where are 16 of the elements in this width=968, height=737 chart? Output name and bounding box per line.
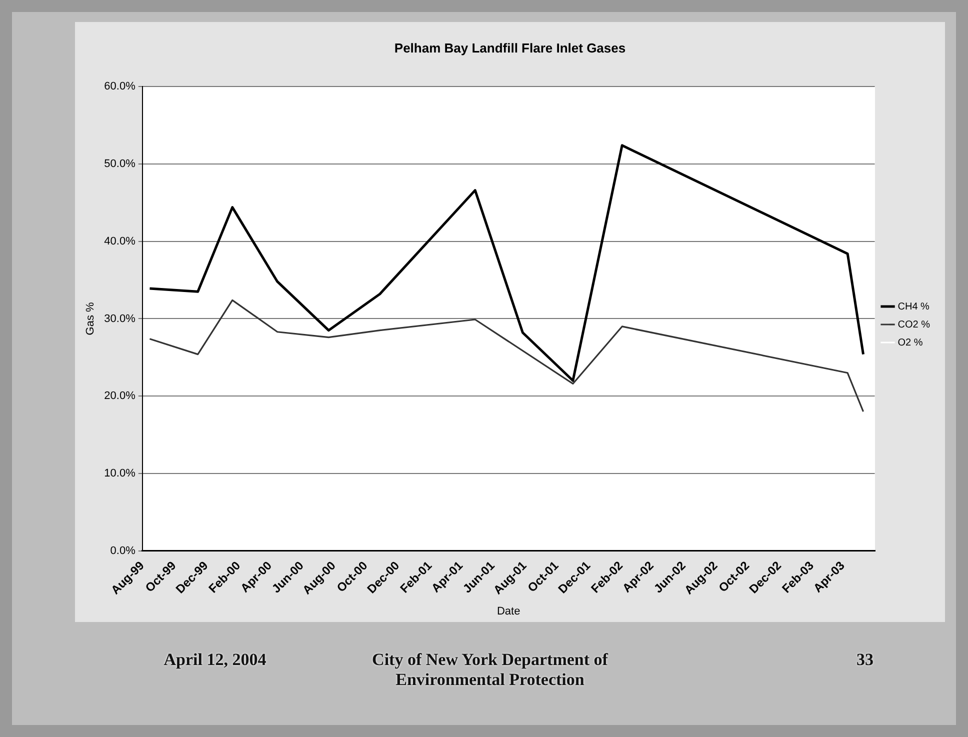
y-tick-label: 10.0% [104,468,136,480]
y-axis-title: Gas % [84,302,97,336]
legend-label: O2 % [898,337,923,348]
chart-title: Pelham Bay Landfill Flare Inlet Gases [394,40,626,56]
y-tick-label: 0.0% [110,544,136,557]
y-tick-label: 50.0% [104,158,136,170]
y-tick-label: 40.0% [104,235,136,248]
legend-label: CO2 % [898,319,930,330]
legend-label: CH4 % [898,301,930,312]
y-tick-label: 30.0% [104,312,136,325]
text: April 12, 2004 [162,650,268,670]
text: City of New York Department of Environmental Protection [371,650,610,690]
y-tick-label: 60.0% [104,80,136,93]
text: 33 [856,650,874,670]
x-axis-title: Date [496,605,520,618]
y-tick-label: 20.0% [104,390,136,402]
